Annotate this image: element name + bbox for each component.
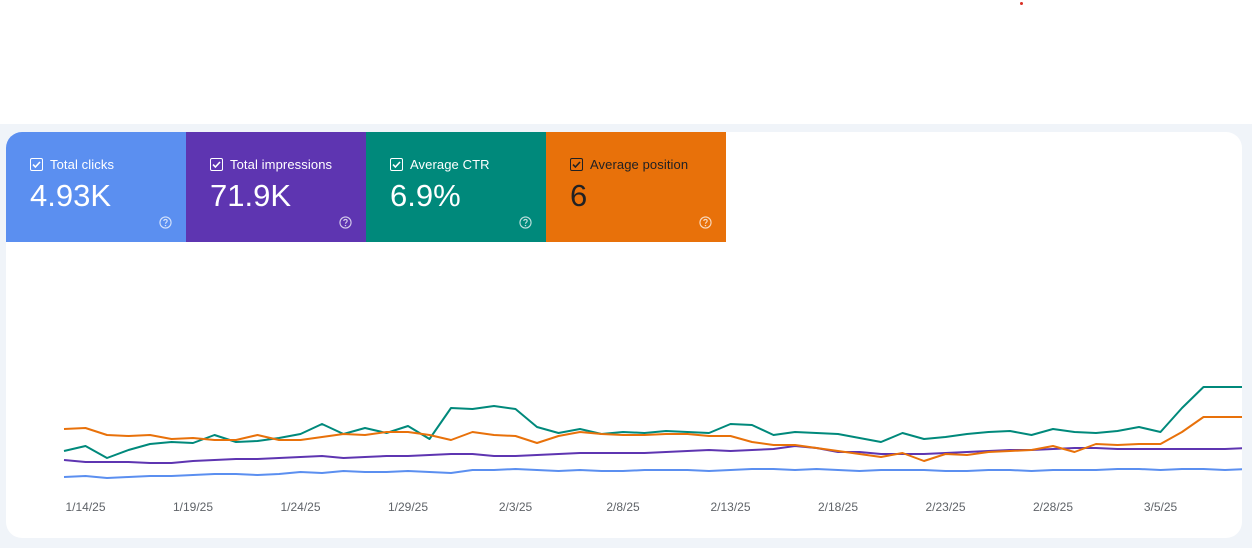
metric-average-position[interactable]: Average position 6 <box>546 132 726 242</box>
series-line-3 <box>63 386 1242 459</box>
metric-value: 71.9K <box>210 178 292 213</box>
x-tick-label: 2/3/25 <box>499 500 533 514</box>
x-tick-label: 2/18/25 <box>818 500 858 514</box>
metric-total-clicks[interactable]: Total clicks 4.93K <box>6 132 186 242</box>
metric-label: Total impressions <box>230 157 333 172</box>
checkbox-icon[interactable] <box>570 158 583 171</box>
x-tick-label: 2/13/25 <box>710 500 750 514</box>
x-tick-label: 1/29/25 <box>388 500 428 514</box>
metric-tabs: Total clicks 4.93K Total impressions 71.… <box>6 132 726 242</box>
performance-line-chart: 1/14/25 1/19/25 1/24/25 1/29/25 2/3/25 2/8/25… <box>63 386 1242 514</box>
metric-value: 4.93K <box>30 178 112 213</box>
x-tick-label: 3/5/25 <box>1144 500 1178 514</box>
metric-average-ctr[interactable]: Average CTR 6.9% <box>366 132 546 242</box>
metric-value: 6 <box>570 178 588 213</box>
x-tick-label: 2/23/25 <box>925 500 965 514</box>
checkbox-icon[interactable] <box>30 158 43 171</box>
metric-label: Total clicks <box>50 157 115 172</box>
metric-total-impressions[interactable]: Total impressions 71.9K <box>186 132 366 242</box>
series-line-2 <box>63 445 1242 464</box>
help-icon[interactable] <box>159 216 172 229</box>
series-line-4 <box>63 416 1242 462</box>
checkbox-icon[interactable] <box>390 158 403 171</box>
top-blank-area <box>0 0 1252 124</box>
help-icon[interactable] <box>339 216 352 229</box>
red-dot-marker <box>1020 2 1023 5</box>
metric-label: Average CTR <box>410 157 490 172</box>
x-tick-label: 1/24/25 <box>280 500 320 514</box>
help-icon[interactable] <box>699 216 712 229</box>
help-icon[interactable] <box>519 216 532 229</box>
metric-label: Average position <box>590 157 689 172</box>
x-tick-label: 1/14/25 <box>65 500 105 514</box>
series-line-1 <box>63 468 1242 479</box>
performance-card: Total clicks 4.93K Total impressions 71.… <box>6 132 1242 538</box>
x-tick-label: 2/28/25 <box>1033 500 1073 514</box>
checkbox-icon[interactable] <box>210 158 223 171</box>
x-tick-label: 2/8/25 <box>606 500 640 514</box>
x-tick-label: 1/19/25 <box>173 500 213 514</box>
metric-value: 6.9% <box>390 178 461 213</box>
